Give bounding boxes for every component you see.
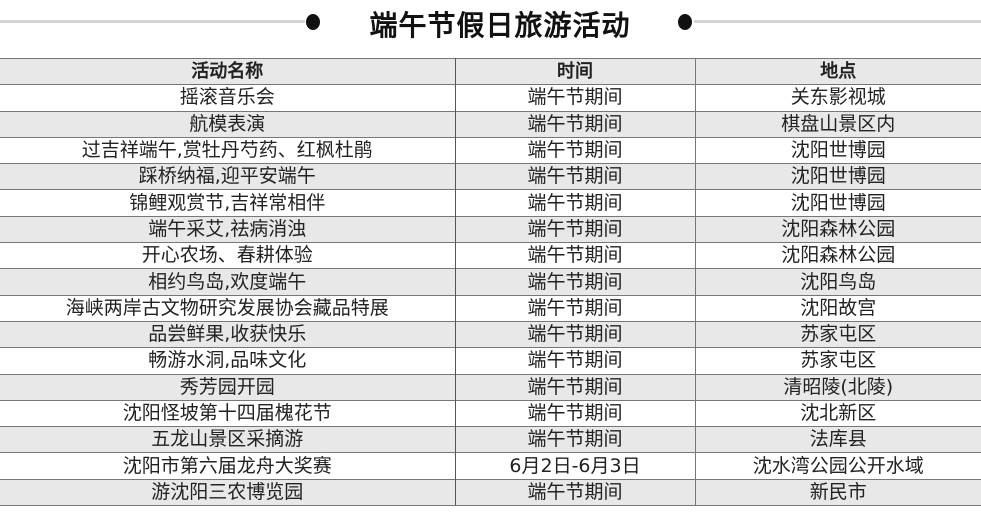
title-bullet-right bbox=[678, 14, 692, 30]
location-cell: 沈北新区 bbox=[695, 399, 981, 427]
location-cell: 沈阳故宫 bbox=[695, 294, 981, 322]
table-row: 相约鸟岛,欢度端午 端午节期间 沈阳鸟岛 bbox=[0, 268, 981, 296]
column-header-activity: 活动名称 bbox=[0, 57, 456, 85]
activity-cell: 游沈阳三农博览园 bbox=[0, 478, 456, 507]
title-bar: 端午节假日旅游活动 bbox=[0, 0, 981, 50]
table-row: 品尝鲜果,收获快乐 端午节期间 苏家屯区 bbox=[0, 320, 981, 348]
time-cell: 端午节期间 bbox=[455, 294, 696, 322]
time-cell: 端午节期间 bbox=[455, 84, 696, 112]
time-cell: 端午节期间 bbox=[455, 242, 696, 269]
location-cell: 沈阳鸟岛 bbox=[695, 268, 981, 296]
location-cell: 沈阳世博园 bbox=[695, 189, 981, 217]
table-row: 沈阳怪坡第十四届槐花节 端午节期间 沈北新区 bbox=[0, 399, 981, 427]
activity-cell: 沈阳市第六届龙舟大奖赛 bbox=[0, 452, 456, 480]
table-row: 摇滚音乐会 端午节期间 关东影视城 bbox=[0, 84, 981, 112]
activity-cell: 开心农场、春耕体验 bbox=[0, 242, 456, 269]
location-cell: 沈阳世博园 bbox=[695, 136, 981, 164]
time-cell: 端午节期间 bbox=[455, 320, 696, 348]
time-cell: 端午节期间 bbox=[455, 478, 696, 507]
title-bullet-left bbox=[306, 14, 320, 30]
time-cell: 端午节期间 bbox=[455, 347, 696, 375]
location-cell: 清昭陵(北陵) bbox=[695, 373, 981, 401]
column-header-location: 地点 bbox=[695, 57, 981, 85]
activity-cell: 畅游水洞,品味文化 bbox=[0, 347, 456, 375]
activity-cell: 沈阳怪坡第十四届槐花节 bbox=[0, 399, 456, 427]
location-cell: 苏家屯区 bbox=[695, 320, 981, 348]
title-rule-right bbox=[694, 20, 981, 23]
activity-cell: 五龙山景区采摘游 bbox=[0, 426, 456, 453]
table-header-row: 活动名称 时间 地点 bbox=[0, 57, 981, 85]
time-cell: 端午节期间 bbox=[455, 163, 696, 190]
activity-cell: 相约鸟岛,欢度端午 bbox=[0, 268, 456, 296]
activity-cell: 海峡两岸古文物研究发展协会藏品特展 bbox=[0, 294, 456, 322]
table-row: 锦鲤观赏节,吉祥常相伴 端午节期间 沈阳世博园 bbox=[0, 189, 981, 217]
location-cell: 沈水湾公园公开水域 bbox=[695, 452, 981, 480]
activity-cell: 锦鲤观赏节,吉祥常相伴 bbox=[0, 189, 456, 217]
location-cell: 沈阳世博园 bbox=[695, 163, 981, 190]
table-row: 开心农场、春耕体验 端午节期间 沈阳森林公园 bbox=[0, 242, 981, 269]
time-cell: 端午节期间 bbox=[455, 215, 696, 243]
location-cell: 新民市 bbox=[695, 478, 981, 507]
time-cell: 端午节期间 bbox=[455, 110, 696, 138]
activity-cell: 秀芳园开园 bbox=[0, 373, 456, 401]
table-row: 五龙山景区采摘游 端午节期间 法库县 bbox=[0, 426, 981, 453]
location-cell: 关东影视城 bbox=[695, 84, 981, 112]
time-cell: 端午节期间 bbox=[455, 268, 696, 296]
activity-cell: 航模表演 bbox=[0, 110, 456, 138]
time-cell: 端午节期间 bbox=[455, 399, 696, 427]
column-header-time: 时间 bbox=[455, 57, 696, 85]
activity-cell: 踩桥纳福,迎平安端午 bbox=[0, 163, 456, 190]
activity-cell: 摇滚音乐会 bbox=[0, 84, 456, 112]
location-cell: 苏家屯区 bbox=[695, 347, 981, 375]
title-rule-left bbox=[0, 20, 305, 23]
activity-cell: 过吉祥端午,赏牡丹芍药、红枫杜鹃 bbox=[0, 136, 456, 164]
location-cell: 棋盘山景区内 bbox=[695, 110, 981, 138]
table-row: 踩桥纳福,迎平安端午 端午节期间 沈阳世博园 bbox=[0, 163, 981, 190]
table-row: 游沈阳三农博览园 端午节期间 新民市 bbox=[0, 478, 981, 507]
table-row: 航模表演 端午节期间 棋盘山景区内 bbox=[0, 110, 981, 138]
time-cell: 端午节期间 bbox=[455, 136, 696, 164]
activity-cell: 品尝鲜果,收获快乐 bbox=[0, 320, 456, 348]
table-row: 端午采艾,祛病消浊 端午节期间 沈阳森林公园 bbox=[0, 215, 981, 243]
table-row: 海峡两岸古文物研究发展协会藏品特展 端午节期间 沈阳故宫 bbox=[0, 294, 981, 322]
table-row: 沈阳市第六届龙舟大奖赛 6月2日-6月3日 沈水湾公园公开水域 bbox=[0, 452, 981, 480]
location-cell: 沈阳森林公园 bbox=[695, 242, 981, 269]
table-row: 秀芳园开园 端午节期间 清昭陵(北陵) bbox=[0, 373, 981, 401]
table-row: 过吉祥端午,赏牡丹芍药、红枫杜鹃 端午节期间 沈阳世博园 bbox=[0, 136, 981, 164]
table-row: 畅游水洞,品味文化 端午节期间 苏家屯区 bbox=[0, 347, 981, 375]
time-cell: 6月2日-6月3日 bbox=[455, 452, 696, 480]
activities-table: 活动名称 时间 地点 摇滚音乐会 端午节期间 关东影视城 航模表演 端午节期间 棋盘山景区… bbox=[0, 57, 981, 507]
time-cell: 端午节期间 bbox=[455, 426, 696, 453]
location-cell: 沈阳森林公园 bbox=[695, 215, 981, 243]
page-title: 端午节假日旅游活动 bbox=[369, 9, 631, 42]
activity-cell: 端午采艾,祛病消浊 bbox=[0, 215, 456, 243]
time-cell: 端午节期间 bbox=[455, 373, 696, 401]
time-cell: 端午节期间 bbox=[455, 189, 696, 217]
location-cell: 法库县 bbox=[695, 426, 981, 453]
